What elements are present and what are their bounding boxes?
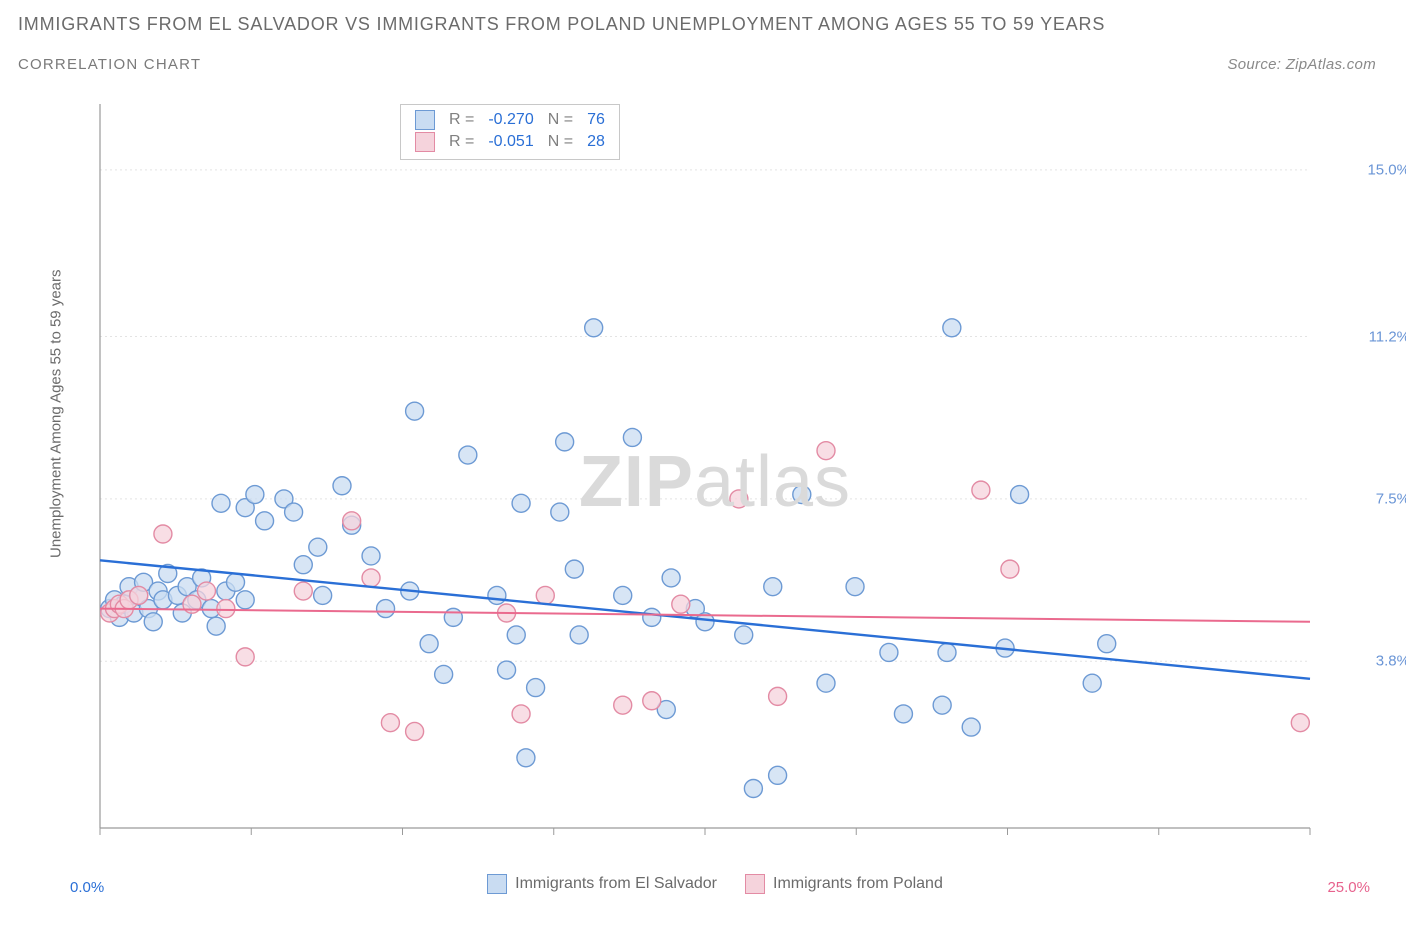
swatch-0 xyxy=(415,110,435,130)
r-value-1: -0.051 xyxy=(488,131,533,153)
legend-label-0: Immigrants from El Salvador xyxy=(515,875,717,893)
legend-item-1: Immigrants from Poland xyxy=(745,874,943,894)
n-label-1: N = xyxy=(548,131,573,153)
r-label-1: R = xyxy=(449,131,474,153)
y-axis-label: Unemployment Among Ages 55 to 59 years xyxy=(48,269,65,558)
stats-row-0: R = -0.270 N = 76 xyxy=(415,109,605,131)
y-tick-label: 15.0% xyxy=(1367,161,1406,178)
r-value-0: -0.270 xyxy=(488,109,533,131)
swatch-1 xyxy=(415,132,435,152)
x-max-label: 25.0% xyxy=(1327,879,1370,896)
chart-title: IMMIGRANTS FROM EL SALVADOR VS IMMIGRANT… xyxy=(18,14,1105,35)
stats-legend: R = -0.270 N = 76 R = -0.051 N = 28 xyxy=(400,104,620,160)
x-min-label: 0.0% xyxy=(70,879,104,896)
n-label-0: N = xyxy=(548,109,573,131)
source-attribution: Source: ZipAtlas.com xyxy=(1227,56,1376,73)
plot-area: Unemployment Among Ages 55 to 59 years Z… xyxy=(50,98,1380,898)
y-tick-label: 7.5% xyxy=(1376,490,1406,507)
r-label-0: R = xyxy=(449,109,474,131)
y-tick-label: 11.2% xyxy=(1369,328,1406,345)
series-legend: Immigrants from El Salvador Immigrants f… xyxy=(50,874,1380,894)
chart-subtitle: CORRELATION CHART xyxy=(18,56,201,73)
stats-row-1: R = -0.051 N = 28 xyxy=(415,131,605,153)
page: IMMIGRANTS FROM EL SALVADOR VS IMMIGRANT… xyxy=(0,0,1406,930)
scatter-plot xyxy=(80,98,1380,878)
n-value-0: 76 xyxy=(587,109,605,131)
legend-label-1: Immigrants from Poland xyxy=(773,875,943,893)
legend-swatch-0 xyxy=(487,874,507,894)
n-value-1: 28 xyxy=(587,131,605,153)
legend-item-0: Immigrants from El Salvador xyxy=(487,874,717,894)
y-tick-label: 3.8% xyxy=(1376,653,1406,670)
legend-swatch-1 xyxy=(745,874,765,894)
